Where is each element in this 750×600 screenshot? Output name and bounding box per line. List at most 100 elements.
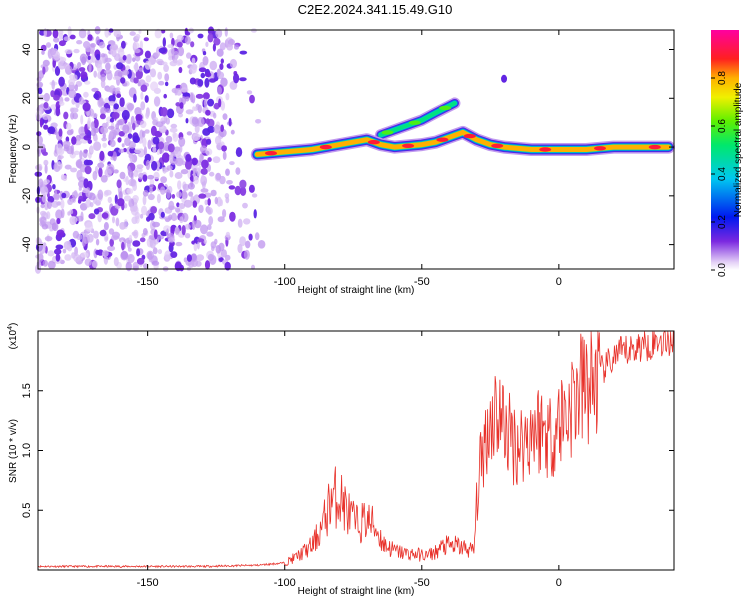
noise-blob [204,72,212,78]
noise-blob [196,241,200,250]
noise-blob [84,165,92,175]
noise-blob [43,179,50,184]
noise-blob [40,210,47,216]
noise-blob [239,50,248,55]
noise-blob [133,77,139,84]
noise-blob [212,43,216,52]
noise-blob [173,150,181,158]
noise-blob [135,33,141,40]
noise-blob [129,31,136,36]
x-tick-label: -150 [137,577,159,589]
noise-blob [93,93,99,99]
noise-blob [76,40,83,45]
noise-blob [193,175,199,185]
noise-blob [168,214,173,220]
noise-blob [107,150,114,157]
noise-blob [213,112,217,119]
noise-blob [229,161,235,166]
noise-blob [218,98,222,108]
noise-blob [144,50,151,59]
noise-blob [175,228,180,234]
x-tick-label: 0 [556,577,562,589]
noise-blob [174,261,182,272]
noise-blob [213,37,221,46]
noise-blob [71,191,78,199]
noise-blob [182,183,190,191]
noise-blob [228,185,236,190]
noise-blob [142,228,148,236]
trace-peak [319,144,332,150]
x-tick-label: -100 [274,276,296,288]
noise-blob [214,196,218,205]
noise-blob [70,167,78,173]
noise-blob [109,238,114,247]
noise-blob [80,252,89,258]
noise-blob [188,191,194,197]
noise-blob [98,97,104,107]
noise-blob [51,200,59,208]
noise-blob [119,107,125,112]
noise-blob [192,200,198,208]
noise-blob [75,160,83,169]
y-tick-label: 0 [21,144,33,150]
noise-blob [139,40,143,50]
noise-blob [206,207,213,215]
noise-blob [98,167,103,178]
noise-blob [196,238,205,243]
noise-blob [56,229,65,238]
spectrogram-y-label: Frequency (Hz) [8,115,19,184]
noise-blob [222,113,228,120]
noise-blob [160,186,166,195]
noise-blob [58,40,66,47]
noise-blob [122,55,127,61]
noise-blob [95,53,101,61]
noise-blob [99,150,105,161]
noise-blob [178,202,186,210]
noise-blob [40,44,47,52]
noise-blob [160,107,168,117]
noise-blob [38,244,46,255]
noise-blob [219,63,224,70]
noise-blob [172,132,177,139]
noise-blob [70,128,74,135]
noise-blob [42,66,46,75]
noise-blob [225,92,230,101]
y-tick-label: 20 [21,92,33,104]
noise-blob [46,201,52,209]
noise-blob [119,97,125,108]
noise-blob [103,222,109,231]
noise-blob [55,253,61,262]
noise-blob [156,193,161,204]
noise-blob [204,199,208,206]
noise-blob [213,102,220,110]
trace-peak [539,147,552,152]
noise-blob [112,216,115,224]
noise-blob [135,114,143,121]
noise-blob [108,100,116,106]
noise-blob [183,257,187,263]
noise-blob [220,77,228,87]
noise-blob [226,180,233,185]
noise-blob [93,118,99,129]
noise-blob [112,151,118,162]
noise-blob [217,71,225,80]
noise-blob [142,130,146,138]
noise-blob [85,44,92,53]
noise-blob [150,81,159,92]
y-tick-label: 1.5 [21,383,33,398]
noise-blob [51,79,55,90]
noise-blob [205,109,211,116]
noise-blob [77,62,82,68]
noise-blob [53,94,60,101]
noise-blob [166,165,173,171]
noise-blob [220,100,226,111]
noise-blob [113,257,119,267]
noise-blob [183,199,193,208]
noise-blob [139,120,147,129]
noise-blob [233,44,240,50]
noise-blob [207,198,211,206]
noise-blob [249,94,255,104]
noise-blob [68,78,76,86]
noise-blob [128,169,134,178]
noise-blob [93,135,98,142]
